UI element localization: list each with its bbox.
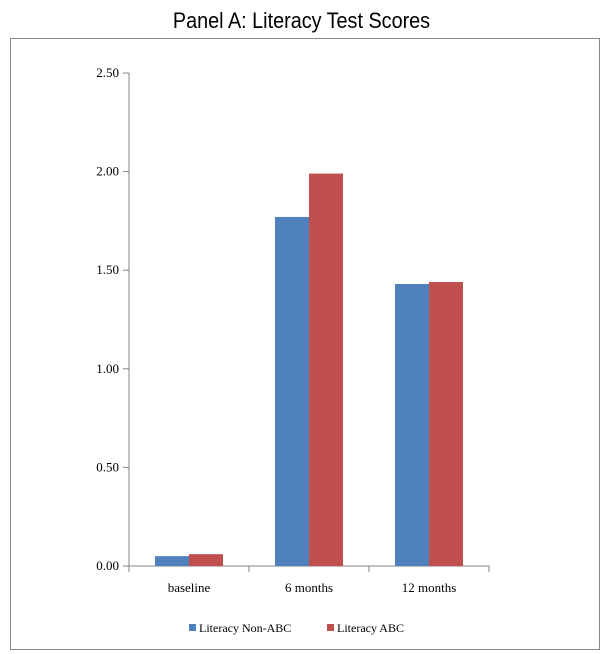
bar-literacy-non-abc-baseline xyxy=(155,556,189,566)
y-tick-label: 2.00 xyxy=(96,164,119,179)
x-tick-label: 6 months xyxy=(285,580,333,595)
legend-label: Literacy Non-ABC xyxy=(199,621,291,635)
bar-literacy-non-abc-6-months xyxy=(275,216,309,566)
y-tick-label: 2.50 xyxy=(96,65,119,80)
legend-swatch xyxy=(327,624,334,631)
y-tick-label: 0.50 xyxy=(96,459,119,474)
bars xyxy=(155,173,463,566)
bar-literacy-abc-12-months xyxy=(429,282,463,566)
x-tick-label: 12 months xyxy=(402,580,457,595)
legend-swatch xyxy=(189,624,196,631)
legend-label: Literacy ABC xyxy=(337,621,404,635)
axes: 0.00 0.50 1.00 1.50 2.00 2.50 baseline 6 months… xyxy=(96,65,490,595)
bar-literacy-abc-baseline xyxy=(189,554,223,566)
legend: Literacy Non-ABC Literacy ABC xyxy=(189,621,404,635)
chart-frame xyxy=(10,38,600,650)
y-tick-label: 1.50 xyxy=(96,262,119,277)
bar-literacy-abc-6-months xyxy=(309,173,343,566)
x-tick-label: baseline xyxy=(168,580,211,595)
bar-literacy-non-abc-12-months xyxy=(395,284,429,566)
y-tick-label: 1.00 xyxy=(96,361,119,376)
chart-title: Panel A: Literacy Test Scores xyxy=(172,8,431,33)
y-tick-label: 0.00 xyxy=(96,558,119,573)
